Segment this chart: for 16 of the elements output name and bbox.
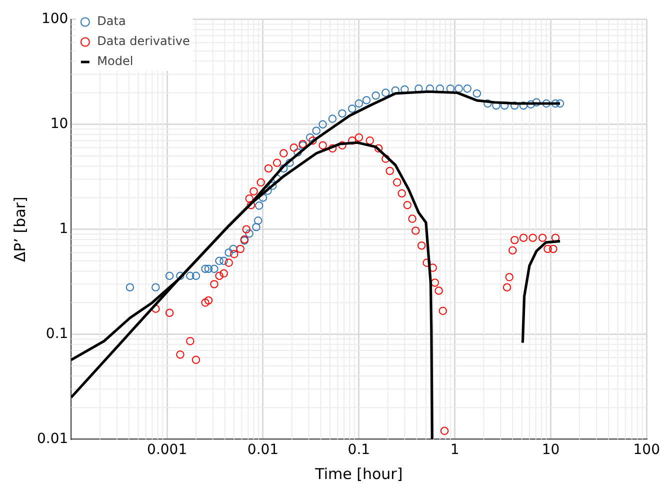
x-tick-label: 1 xyxy=(450,442,460,458)
legend-label: Data xyxy=(97,14,126,28)
legend-label: Model xyxy=(97,54,134,68)
x-tick-label: 100 xyxy=(633,442,660,458)
y-tick-label: 0.01 xyxy=(37,430,68,447)
x-tick-label: 10 xyxy=(542,442,560,458)
y-tick-label: 10 xyxy=(50,116,68,132)
x-tick-label: 0.001 xyxy=(147,442,188,458)
x-tick-label: 0.1 xyxy=(348,442,370,458)
x-axis-title: Time [hour] xyxy=(314,464,403,483)
y-tick-label: 1 xyxy=(59,220,68,237)
y-axis-title: ΔP’ [bar] xyxy=(10,196,29,262)
y-tick-label: 100 xyxy=(41,11,68,28)
legend-label: Data derivative xyxy=(97,34,190,48)
x-tick-label: 0.01 xyxy=(247,442,279,458)
y-tick-label: 0.1 xyxy=(46,326,68,342)
